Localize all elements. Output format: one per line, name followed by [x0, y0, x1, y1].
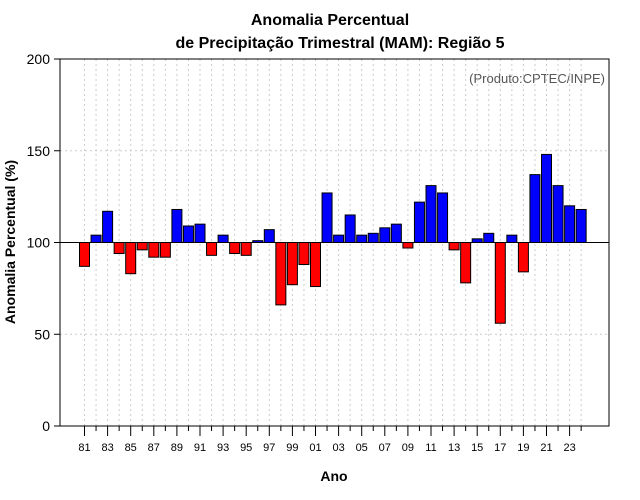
bar-16: [483, 232, 495, 243]
y-tick-label: 50: [34, 326, 50, 342]
bar-23: [564, 205, 576, 244]
x-axis: 81 83 85 87 89 91 93 95 97 99 01 03 05 07 09 11 13 15 17 19…: [78, 426, 582, 454]
bar-84: [113, 242, 125, 255]
bar-22: [552, 185, 564, 244]
x-tick-label-81: 81: [78, 442, 90, 454]
x-tick-label-03: 03: [332, 442, 344, 454]
bar-95: [240, 242, 252, 256]
bar-13: [448, 242, 460, 251]
bar-94: [229, 242, 241, 255]
x-tick-label-89: 89: [171, 442, 183, 454]
bar-15: [471, 238, 483, 244]
bar-21: [541, 153, 552, 243]
bar-99: [286, 242, 298, 286]
bar-02: [321, 192, 333, 243]
bar-07: [379, 227, 391, 244]
x-tick-label-95: 95: [240, 442, 252, 454]
bar-87: [148, 242, 160, 258]
x-tick-label-83: 83: [101, 442, 113, 454]
source-label: (Produto:CPTEC/INPE): [469, 71, 605, 86]
x-tick-label-91: 91: [194, 442, 206, 454]
x-tick-label-17: 17: [494, 442, 506, 454]
bar-11: [425, 185, 437, 244]
y-tick-label: 150: [27, 143, 51, 159]
x-tick-label-15: 15: [471, 442, 483, 454]
bar-19: [517, 242, 529, 273]
bar-97: [263, 229, 275, 243]
bar-24: [575, 208, 587, 243]
bar-10: [413, 201, 425, 244]
bar-01: [310, 242, 321, 288]
bar-00: [298, 242, 310, 266]
bar-14: [460, 242, 472, 284]
bar-05: [356, 234, 368, 244]
x-tick-label-97: 97: [263, 442, 275, 454]
bars: [79, 153, 587, 324]
bar-91: [194, 223, 206, 243]
y-axis-label: Anomalia Percentual (%): [2, 160, 18, 324]
plot-frame: [59, 58, 610, 427]
bar-83: [102, 210, 114, 243]
y-axis: 0 50 100 150 200: [27, 51, 60, 434]
bar-98: [275, 242, 287, 306]
bar-92: [206, 242, 218, 256]
bar-12: [437, 192, 449, 243]
x-tick-label-19: 19: [517, 442, 529, 454]
bar-18: [506, 234, 518, 244]
grid: [60, 59, 609, 426]
bar-82: [90, 234, 102, 244]
bar-09: [402, 242, 414, 249]
chart-title-line2: de Precipitação Trimestral (MAM): Região…: [176, 35, 505, 52]
x-tick-label-21: 21: [540, 442, 552, 454]
bar-89: [171, 208, 183, 243]
x-tick-label-87: 87: [148, 442, 160, 454]
bar-81: [79, 242, 90, 267]
y-tick-label: 200: [27, 51, 51, 67]
bar-17: [494, 242, 506, 324]
x-tick-label-05: 05: [356, 442, 368, 454]
x-tick-label-23: 23: [563, 442, 575, 454]
bar-85: [125, 242, 137, 275]
x-tick-label-11: 11: [425, 442, 436, 454]
chart-title-line1: Anomalia Percentual: [251, 12, 409, 29]
bar-03: [333, 234, 345, 244]
bar-08: [390, 223, 402, 243]
bar-20: [529, 174, 541, 243]
bar-90: [182, 225, 194, 243]
bar-93: [217, 234, 229, 244]
x-tick-label-85: 85: [125, 442, 137, 454]
y-tick-label: 0: [42, 418, 50, 434]
bar-06: [367, 232, 379, 243]
x-tick-label-09: 09: [402, 442, 414, 454]
bar-04: [344, 214, 356, 244]
bar-86: [136, 242, 148, 251]
y-tick-label: 100: [27, 235, 51, 251]
x-tick-label-01: 01: [309, 442, 321, 454]
x-tick-label-07: 07: [379, 442, 391, 454]
x-tick-label-99: 99: [286, 442, 298, 454]
x-axis-label: Ano: [320, 468, 347, 484]
bar-88: [159, 242, 171, 258]
x-tick-label-13: 13: [448, 442, 460, 454]
x-tick-label-93: 93: [217, 442, 229, 454]
